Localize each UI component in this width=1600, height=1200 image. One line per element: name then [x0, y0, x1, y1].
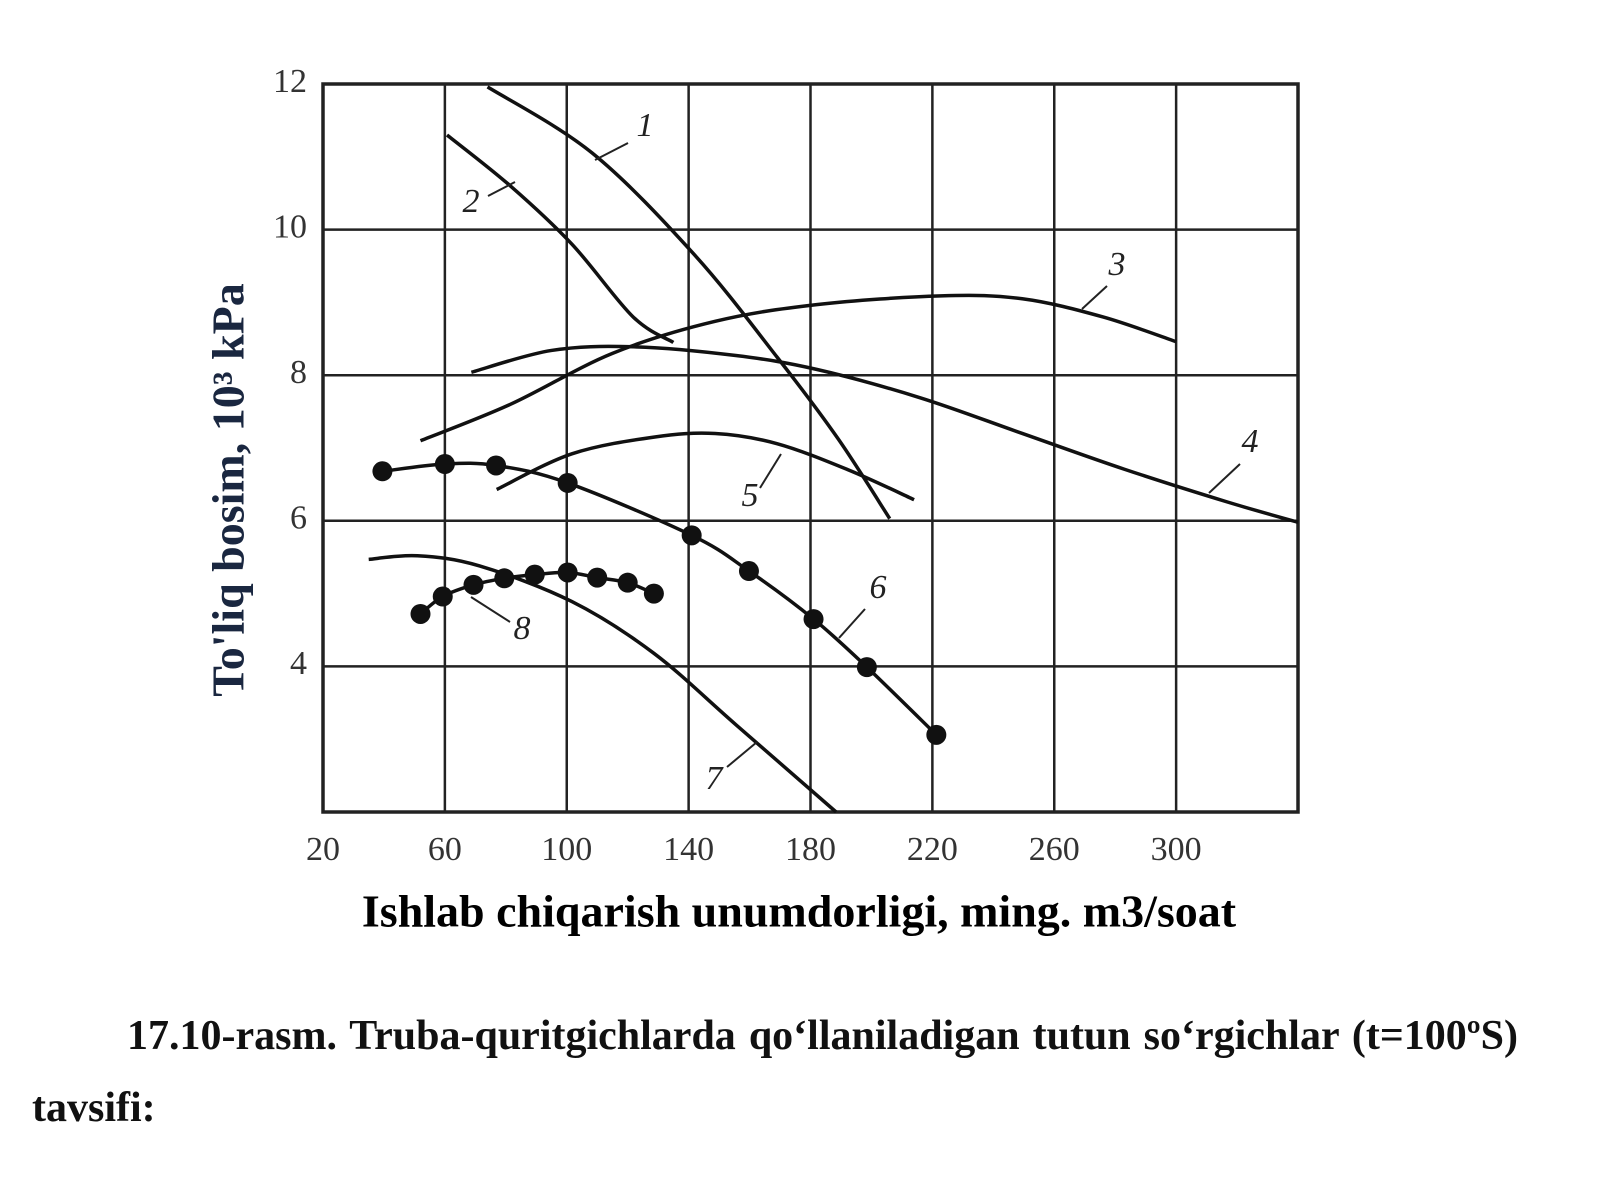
x-tick-label: 20 [306, 831, 340, 868]
leader-line [838, 608, 866, 639]
x-tick-label: 300 [1151, 831, 1202, 868]
series-line [470, 344, 1299, 524]
data-point [738, 561, 759, 582]
leader-line [470, 596, 511, 623]
series-name: 6 [870, 569, 887, 606]
data-point [432, 586, 453, 607]
y-tick-label: 6 [290, 500, 307, 537]
series-name: 4 [1242, 423, 1259, 460]
data-point [524, 564, 545, 585]
x-tick-label: 140 [663, 831, 714, 868]
leader-line [759, 453, 782, 489]
data-point [856, 657, 877, 678]
x-tick-label: 220 [907, 831, 958, 868]
series-line [368, 553, 838, 814]
series-name: 3 [1108, 246, 1126, 283]
series-name: 7 [706, 760, 725, 797]
data-point [681, 525, 702, 546]
data-point [463, 574, 484, 595]
data-point [557, 472, 578, 493]
y-tick-label: 10 [273, 208, 307, 245]
data-point [410, 603, 431, 624]
series-line [495, 431, 915, 502]
series-name: 8 [514, 610, 531, 647]
y-tick-label: 12 [273, 63, 307, 100]
data-point [557, 562, 578, 583]
x-tick-label: 180 [785, 831, 836, 868]
leader-line [1081, 285, 1108, 310]
y-tick-label: 4 [290, 645, 307, 682]
x-axis-title: Ishlab chiqarish unumdorligi, ming. m3/s… [362, 886, 1237, 937]
x-tick-label: 60 [428, 831, 462, 868]
data-point [803, 609, 824, 630]
series-name: 5 [742, 477, 759, 514]
chart: Ishlab chiqarish unumdorligi, ming. m3/s… [203, 63, 1300, 937]
data-point [494, 568, 515, 589]
x-tick-label: 100 [541, 831, 592, 868]
data-point [617, 572, 638, 593]
data-point [587, 567, 608, 588]
data-point [926, 724, 947, 745]
series-name: 1 [637, 107, 654, 144]
series-name: 2 [463, 183, 480, 220]
series-line [445, 133, 675, 344]
leader-line [1208, 463, 1241, 494]
data-point [643, 583, 664, 604]
y-axis-title: To'liq bosim, 10³ kPa [203, 283, 254, 696]
plot-frame [321, 82, 1300, 814]
y-tick-label: 8 [290, 354, 307, 391]
data-point [372, 461, 393, 482]
x-tick-label: 260 [1029, 831, 1080, 868]
leader-line [726, 741, 758, 768]
leader-line [487, 181, 516, 197]
data-point [434, 454, 455, 475]
caption: 17.10-rasm. Truba-quritgichlarda qo‘llan… [32, 1013, 1518, 1131]
leader-line [594, 142, 629, 161]
series-line [486, 85, 892, 520]
series-line [419, 293, 1177, 443]
data-point [486, 455, 507, 476]
